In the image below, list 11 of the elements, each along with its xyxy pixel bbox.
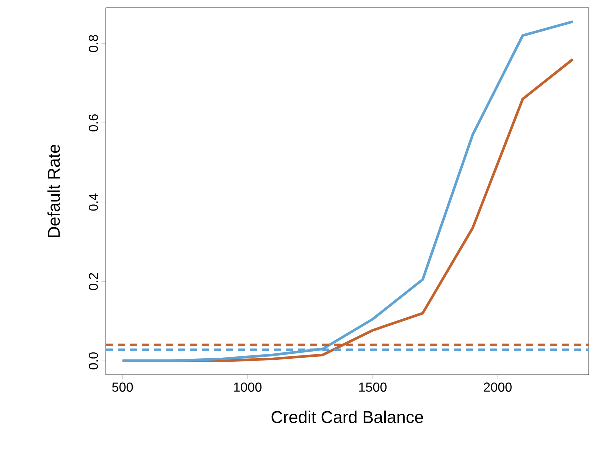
y-tick-label: 0.4 [88,194,98,211]
y-axis-title: Default Rate [48,145,60,238]
y-tick-label: 0.6 [88,114,98,132]
x-axis-title: Credit Card Balance [272,410,424,424]
x-tick-label: 1000 [234,382,262,392]
y-tick-label: 0.0 [88,352,98,370]
x-tick-label: 1500 [359,382,387,392]
x-tick-label: 500 [112,382,134,392]
y-tick-label: 0.8 [88,35,98,52]
x-tick-label: 2000 [484,382,512,392]
y-tick-label: 0.2 [88,273,98,290]
